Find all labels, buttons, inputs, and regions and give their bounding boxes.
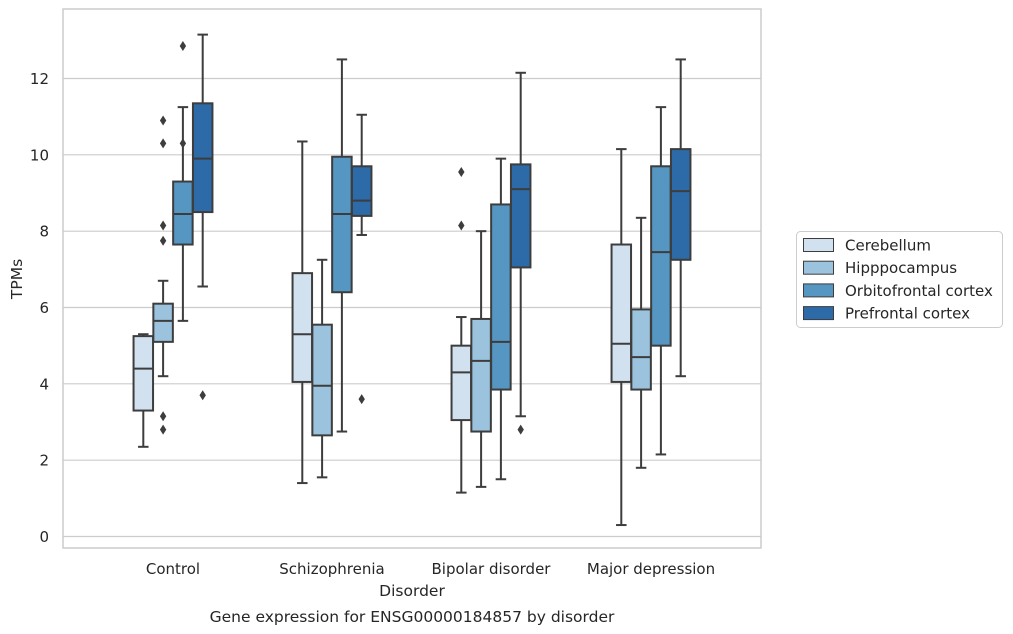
y-tick-label: 10 — [30, 146, 49, 164]
box-3-1 — [630, 216, 652, 469]
y-tick-label: 4 — [39, 375, 49, 393]
box-iqr — [132, 335, 155, 412]
box-3-0 — [610, 148, 633, 527]
outlier-point — [159, 115, 167, 126]
box-iqr — [311, 323, 333, 437]
legend-swatch — [803, 238, 834, 252]
box-iqr — [450, 344, 473, 422]
x-tick-label: Control — [146, 560, 200, 578]
outlier-point — [179, 41, 187, 52]
box-iqr — [610, 243, 633, 383]
box-iqr — [509, 163, 532, 269]
chart-caption: Gene expression for ENSG00000184857 by d… — [210, 608, 615, 626]
box-1-1 — [311, 258, 333, 479]
y-tick-label: 6 — [39, 299, 49, 317]
outlier-point — [159, 411, 167, 422]
outlier-point — [159, 235, 167, 246]
box-iqr — [630, 308, 652, 391]
box-iqr — [650, 165, 672, 347]
legend-swatch — [803, 260, 834, 275]
box-2-0 — [450, 167, 473, 494]
box-iqr — [152, 302, 174, 343]
x-tick-label: Major depression — [587, 560, 715, 578]
plot-frame — [62, 8, 762, 549]
box-0-2 — [172, 41, 194, 322]
outlier-point — [159, 424, 167, 435]
box-elements — [132, 33, 692, 527]
legend: Cerebellum Hipppocampus Orbitofrontal cort… — [796, 231, 1003, 328]
outlier-point — [159, 138, 167, 149]
box-iqr — [470, 317, 492, 433]
x-axis-ticks: Control Schizophrenia Bipolar disorder Majo… — [146, 560, 715, 578]
y-tick-label: 8 — [39, 223, 49, 241]
x-axis-label: Disorder — [379, 582, 445, 600]
box-0-0 — [132, 333, 155, 448]
outlier-point — [199, 390, 206, 401]
box-1-2 — [331, 58, 353, 433]
box-iqr — [331, 155, 353, 294]
box-2-1 — [470, 230, 492, 488]
legend-label: Prefrontal cortex — [845, 305, 970, 323]
box-1-3 — [350, 113, 373, 405]
y-axis-label: TPMs — [8, 259, 26, 300]
outlier-point — [458, 220, 465, 231]
box-1-0 — [291, 140, 314, 485]
box-iqr — [669, 148, 692, 261]
box-iqr — [490, 203, 512, 391]
box-iqr — [350, 165, 373, 217]
box-2-2 — [490, 157, 512, 481]
x-tick-label: Schizophrenia — [279, 560, 384, 578]
y-tick-label: 2 — [39, 452, 49, 470]
legend-label: Cerebellum — [845, 237, 931, 255]
outlier-point — [159, 220, 167, 231]
y-axis-ticks: 0 2 4 6 8 10 12 — [30, 70, 49, 546]
legend-frame — [796, 231, 1003, 328]
outlier-point — [517, 424, 524, 435]
outlier-point — [458, 167, 465, 178]
y-tick-label: 12 — [30, 70, 49, 88]
x-tick-label: Bipolar disorder — [432, 560, 552, 578]
box-0-1 — [152, 115, 174, 435]
box-2-3 — [509, 71, 532, 435]
legend-swatch — [803, 283, 834, 298]
outlier-point — [358, 394, 365, 405]
y-tick-label: 0 — [39, 528, 49, 546]
legend-label: Hipppocampus — [845, 259, 957, 277]
legend-label: Orbitofrontal cortex — [845, 282, 993, 300]
box-3-3 — [669, 58, 692, 378]
box-0-3 — [191, 33, 214, 401]
box-3-2 — [650, 106, 672, 456]
outlier-point — [179, 138, 187, 149]
legend-swatch — [803, 306, 834, 321]
box-iqr — [291, 272, 314, 383]
